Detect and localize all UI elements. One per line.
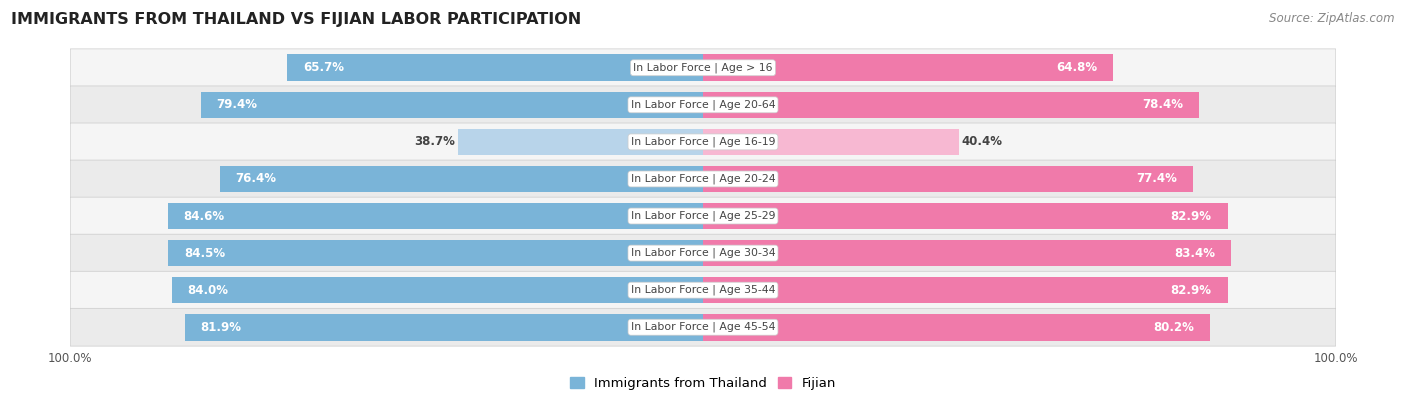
Text: 64.8%: 64.8%: [1056, 61, 1097, 74]
Bar: [201, 92, 703, 118]
Text: 76.4%: 76.4%: [235, 173, 277, 186]
Text: In Labor Force | Age 20-64: In Labor Force | Age 20-64: [631, 100, 775, 110]
Bar: [167, 203, 703, 229]
Text: 81.9%: 81.9%: [201, 321, 242, 334]
Bar: [703, 92, 1199, 118]
Bar: [703, 277, 1227, 303]
Text: In Labor Force | Age 45-54: In Labor Force | Age 45-54: [631, 322, 775, 333]
Bar: [184, 314, 703, 340]
FancyBboxPatch shape: [70, 271, 1336, 309]
FancyBboxPatch shape: [70, 160, 1336, 198]
Text: 65.7%: 65.7%: [304, 61, 344, 74]
Text: 79.4%: 79.4%: [217, 98, 257, 111]
Text: 77.4%: 77.4%: [1136, 173, 1177, 186]
Text: 82.9%: 82.9%: [1171, 209, 1212, 222]
Text: Source: ZipAtlas.com: Source: ZipAtlas.com: [1270, 12, 1395, 25]
FancyBboxPatch shape: [70, 49, 1336, 87]
Bar: [703, 314, 1211, 340]
Text: In Labor Force | Age 16-19: In Labor Force | Age 16-19: [631, 137, 775, 147]
Text: IMMIGRANTS FROM THAILAND VS FIJIAN LABOR PARTICIPATION: IMMIGRANTS FROM THAILAND VS FIJIAN LABOR…: [11, 12, 582, 27]
Bar: [287, 55, 703, 81]
FancyBboxPatch shape: [70, 197, 1336, 235]
Bar: [169, 240, 703, 267]
Bar: [458, 128, 703, 155]
Text: 84.0%: 84.0%: [187, 284, 228, 297]
Text: 82.9%: 82.9%: [1171, 284, 1212, 297]
Text: In Labor Force | Age 25-29: In Labor Force | Age 25-29: [631, 211, 775, 221]
FancyBboxPatch shape: [70, 234, 1336, 272]
Text: 83.4%: 83.4%: [1174, 246, 1215, 260]
Text: In Labor Force | Age 30-34: In Labor Force | Age 30-34: [631, 248, 775, 258]
Bar: [703, 166, 1192, 192]
Text: 84.5%: 84.5%: [184, 246, 225, 260]
Bar: [703, 203, 1227, 229]
Text: 84.6%: 84.6%: [184, 209, 225, 222]
Text: In Labor Force | Age > 16: In Labor Force | Age > 16: [633, 62, 773, 73]
Text: 38.7%: 38.7%: [415, 135, 456, 149]
FancyBboxPatch shape: [70, 86, 1336, 124]
Bar: [703, 55, 1114, 81]
Legend: Immigrants from Thailand, Fijian: Immigrants from Thailand, Fijian: [565, 371, 841, 395]
Text: 78.4%: 78.4%: [1142, 98, 1184, 111]
Bar: [703, 128, 959, 155]
Bar: [172, 277, 703, 303]
Bar: [703, 240, 1230, 267]
Text: 40.4%: 40.4%: [962, 135, 1002, 149]
FancyBboxPatch shape: [70, 308, 1336, 346]
FancyBboxPatch shape: [70, 123, 1336, 161]
Bar: [219, 166, 703, 192]
Text: 80.2%: 80.2%: [1154, 321, 1195, 334]
Text: In Labor Force | Age 35-44: In Labor Force | Age 35-44: [631, 285, 775, 295]
Text: In Labor Force | Age 20-24: In Labor Force | Age 20-24: [631, 174, 775, 184]
